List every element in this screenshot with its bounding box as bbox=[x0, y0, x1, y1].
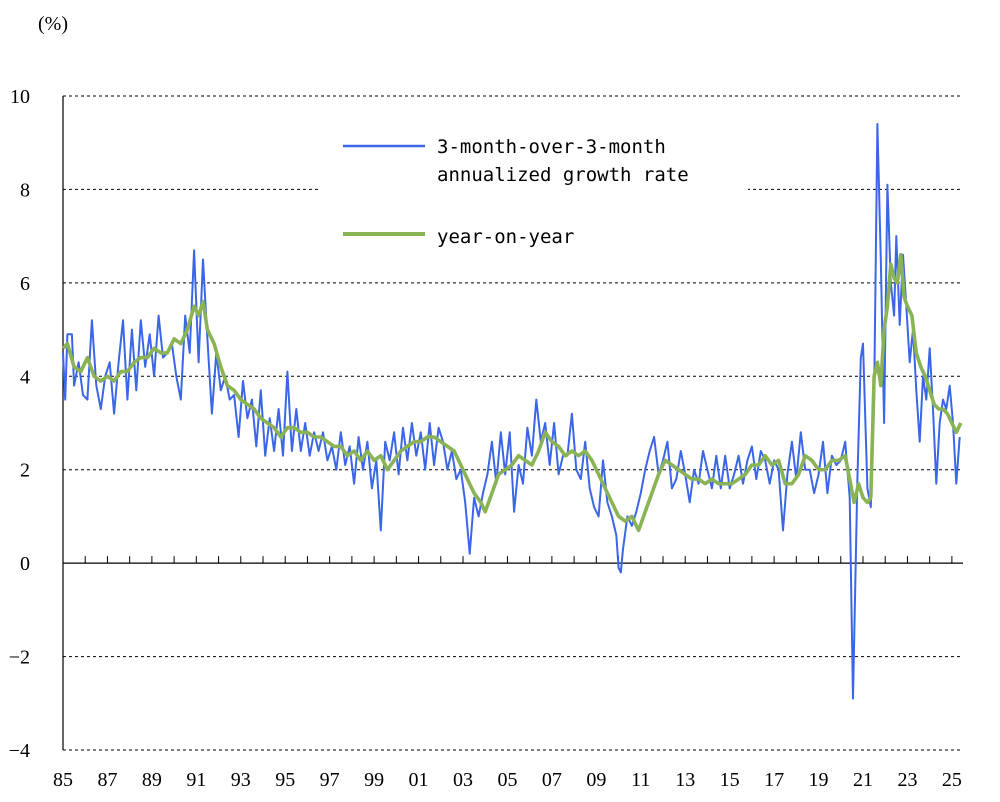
y-tick-label: 0 bbox=[20, 553, 30, 575]
x-tick-label: 01 bbox=[409, 769, 429, 791]
gridlines bbox=[63, 95, 963, 751]
series-lines bbox=[61, 123, 963, 700]
y-tick-label: −4 bbox=[9, 740, 30, 762]
x-tick-label: 05 bbox=[497, 769, 517, 791]
x-tick-label: 11 bbox=[631, 769, 650, 791]
x-tick-label: 03 bbox=[453, 769, 473, 791]
x-tick-label: 93 bbox=[231, 769, 251, 791]
x-tick-labels: 85 87 89 91 93 95 97 99 01 03 05 07 09 11 13 15 17 19 21 23… bbox=[53, 769, 962, 791]
x-tick-label: 85 bbox=[53, 769, 73, 791]
x-tick-label: 25 bbox=[942, 769, 962, 791]
y-tick-label: 10 bbox=[10, 86, 30, 108]
legend-label-line: annualized growth rate bbox=[437, 164, 689, 186]
legend-label-3m: 3-month-over-3-month annualized growth ra… bbox=[437, 136, 689, 186]
x-tick-label: 19 bbox=[809, 769, 829, 791]
legend-label-line: year-on-year bbox=[437, 226, 574, 248]
unit-label: (%) bbox=[38, 13, 68, 35]
x-tick-label: 99 bbox=[364, 769, 384, 791]
y-tick-labels: 10 8 6 4 2 0 −2 −4 bbox=[9, 86, 30, 762]
legend-label-line: 3-month-over-3-month bbox=[437, 136, 666, 158]
y-tick-label: 4 bbox=[20, 366, 30, 388]
x-tick-label: 07 bbox=[542, 769, 562, 791]
y-tick-label: 2 bbox=[20, 460, 30, 482]
x-tick-label: 95 bbox=[275, 769, 295, 791]
legend: 3-month-over-3-month annualized growth ra… bbox=[318, 128, 748, 268]
y-tick-label: −2 bbox=[9, 647, 30, 669]
x-tick-label: 13 bbox=[675, 769, 695, 791]
x-tick-label: 87 bbox=[97, 769, 117, 791]
series-line-0 bbox=[62, 123, 961, 700]
x-tick-label: 15 bbox=[720, 769, 740, 791]
series-line-1 bbox=[61, 253, 963, 533]
x-tick-label: 21 bbox=[853, 769, 873, 791]
x-tick-label: 89 bbox=[142, 769, 162, 791]
x-tick-label: 97 bbox=[320, 769, 340, 791]
legend-background bbox=[318, 128, 748, 268]
x-tick-label: 91 bbox=[186, 769, 206, 791]
y-tick-label: 6 bbox=[20, 273, 30, 295]
x-tick-label: 09 bbox=[586, 769, 606, 791]
x-tick-label: 23 bbox=[897, 769, 917, 791]
x-tick-label: 17 bbox=[764, 769, 784, 791]
y-tick-label: 8 bbox=[20, 179, 30, 201]
legend-label-yoy: year-on-year bbox=[437, 226, 574, 248]
axes bbox=[62, 96, 963, 750]
